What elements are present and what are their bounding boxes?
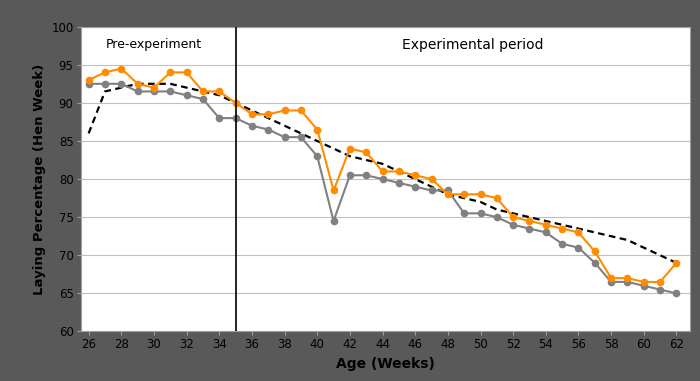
X-axis label: Age (Weeks): Age (Weeks)	[335, 357, 435, 371]
Text: Experimental period: Experimental period	[402, 38, 543, 52]
Y-axis label: Laying Percentage (Hen Week): Laying Percentage (Hen Week)	[33, 64, 46, 295]
Text: Pre-experiment: Pre-experiment	[106, 38, 202, 51]
